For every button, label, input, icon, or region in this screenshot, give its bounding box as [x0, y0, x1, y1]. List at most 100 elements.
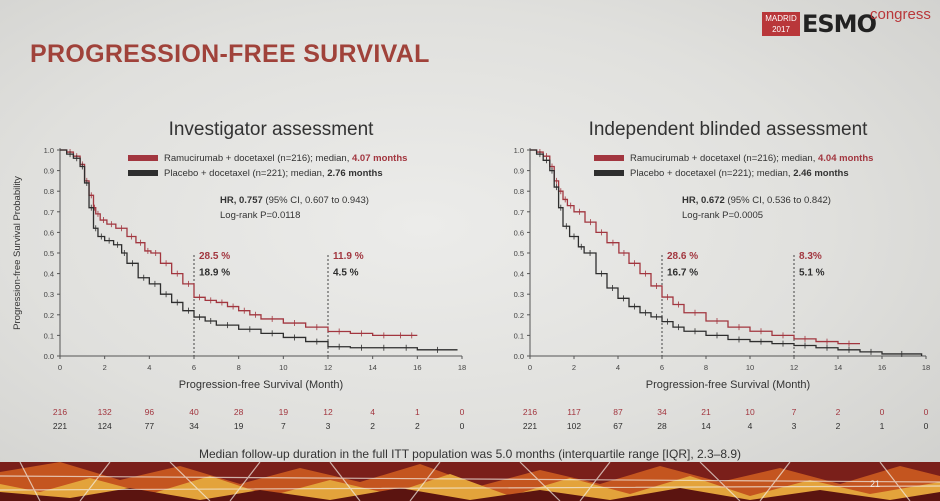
- risk-placebo: 7: [281, 421, 286, 431]
- risk-placebo: 34: [189, 421, 199, 431]
- x-tick-label: 18: [922, 363, 930, 372]
- chart-independent: Independent blinded assessment 0.0 0.1 0.2 0…: [514, 119, 931, 431]
- risk-ramucirumab: 12: [323, 407, 333, 417]
- legend-swatch: [594, 155, 624, 161]
- hr-ci: (95% CI, 0.536 to 0.842): [727, 195, 831, 206]
- hr-value: HR, 0.672: [682, 195, 727, 206]
- logo-year: 2017: [772, 25, 790, 34]
- y-tick-label: 0.1: [44, 331, 54, 340]
- y-tick-label: 0.9: [44, 167, 54, 176]
- x-tick-label: 6: [660, 363, 664, 372]
- x-tick-label: 2: [572, 363, 576, 372]
- risk-ramucirumab: 19: [279, 407, 289, 417]
- annotation-upper: 28.6 %: [667, 251, 698, 262]
- x-tick-label: 0: [528, 363, 532, 372]
- legend-entry: Placebo + docetaxel (n=221); median, 2.7…: [164, 168, 383, 179]
- legend-series-name: Ramucirumab + docetaxel (n=216); median,: [164, 153, 352, 164]
- slide-title: PROGRESSION-FREE SURVIVAL: [30, 40, 430, 68]
- y-axis-label: Progression-free Survival Probability: [12, 176, 23, 330]
- risk-placebo: 67: [613, 421, 623, 431]
- x-tick-label: 10: [746, 363, 754, 372]
- x-tick-label: 14: [834, 363, 842, 372]
- risk-placebo: 19: [234, 421, 244, 431]
- decorative-footer-map: [0, 462, 940, 501]
- y-tick-label: 0.3: [514, 290, 524, 299]
- km-curve-placebo: [60, 149, 458, 351]
- x-tick-label: 18: [458, 363, 466, 372]
- risk-placebo: 0: [924, 421, 929, 431]
- risk-ramucirumab: 132: [98, 407, 112, 417]
- legend-series-name: Placebo + docetaxel (n=221); median,: [630, 168, 793, 179]
- annotation-upper: 8.3%: [799, 251, 822, 262]
- risk-placebo: 2: [415, 421, 420, 431]
- risk-placebo: 3: [326, 421, 331, 431]
- x-tick-label: 2: [103, 363, 107, 372]
- hr-value: HR, 0.757: [220, 195, 265, 206]
- x-tick-label: 8: [704, 363, 708, 372]
- legend-median: 4.07 months: [352, 153, 407, 164]
- legend-entry: Placebo + docetaxel (n=221); median, 2.4…: [630, 168, 849, 179]
- footnote: Median follow-up duration in the full IT…: [198, 447, 742, 461]
- risk-ramucirumab: 0: [880, 407, 885, 417]
- risk-ramucirumab: 87: [613, 407, 623, 417]
- legend-median: 4.04 months: [818, 153, 873, 164]
- x-tick-label: 10: [279, 363, 287, 372]
- risk-placebo: 221: [53, 421, 67, 431]
- risk-ramucirumab: 28: [234, 407, 244, 417]
- legend-series-name: Ramucirumab + docetaxel (n=216); median,: [630, 153, 818, 164]
- x-tick-label: 16: [413, 363, 421, 372]
- risk-ramucirumab: 96: [145, 407, 155, 417]
- logo-madrid-badge: MADRID 2017: [762, 12, 800, 36]
- risk-placebo: 3: [792, 421, 797, 431]
- legend-entry: Ramucirumab + docetaxel (n=216); median,…: [164, 153, 407, 164]
- legend-entry: Ramucirumab + docetaxel (n=216); median,…: [630, 153, 873, 164]
- risk-placebo: 4: [748, 421, 753, 431]
- y-tick-label: 1.0: [44, 146, 54, 155]
- x-tick-label: 12: [790, 363, 798, 372]
- risk-ramucirumab: 1: [415, 407, 420, 417]
- annotation-upper: 28.5 %: [199, 251, 230, 262]
- y-tick-label: 0.8: [514, 187, 524, 196]
- km-curve-placebo: [530, 149, 923, 356]
- risk-ramucirumab: 40: [189, 407, 199, 417]
- x-tick-label: 4: [147, 363, 151, 372]
- risk-ramucirumab: 216: [523, 407, 537, 417]
- logrank-p: Log-rank P=0.0005: [682, 210, 763, 221]
- risk-ramucirumab: 21: [701, 407, 711, 417]
- y-tick-label: 0.9: [514, 167, 524, 176]
- risk-ramucirumab: 0: [460, 407, 465, 417]
- x-tick-label: 12: [324, 363, 332, 372]
- x-tick-label: 8: [237, 363, 241, 372]
- risk-ramucirumab: 7: [792, 407, 797, 417]
- annotation-upper: 11.9 %: [333, 251, 364, 262]
- y-tick-label: 0.8: [44, 187, 54, 196]
- risk-placebo: 221: [523, 421, 537, 431]
- y-tick-label: 0.5: [514, 249, 524, 258]
- x-tick-label: 14: [368, 363, 376, 372]
- risk-placebo: 2: [836, 421, 841, 431]
- hr-ci: (95% CI, 0.607 to 0.943): [265, 195, 369, 206]
- annotation-lower: 5.1 %: [799, 268, 825, 279]
- y-tick-label: 0.3: [44, 290, 54, 299]
- y-tick-label: 0.1: [514, 331, 524, 340]
- y-tick-label: 0.4: [514, 270, 524, 279]
- y-tick-label: 0.7: [44, 208, 54, 217]
- logrank-p: Log-rank P=0.0118: [220, 210, 300, 221]
- risk-placebo: 1: [880, 421, 885, 431]
- x-tick-label: 6: [192, 363, 196, 372]
- logo-brand: ESMO: [802, 10, 877, 38]
- x-tick-label: 0: [58, 363, 62, 372]
- hazard-ratio: HR, 0.757 (95% CI, 0.607 to 0.943): [220, 195, 369, 206]
- x-tick-label: 16: [878, 363, 886, 372]
- legend-median: 2.46 months: [793, 168, 848, 179]
- risk-placebo: 14: [701, 421, 711, 431]
- risk-ramucirumab: 0: [924, 407, 929, 417]
- risk-placebo: 2: [370, 421, 375, 431]
- charts-canvas: Investigator assessment 0.0 0.1 0.2 0.3 0.4 0.…: [12, 119, 931, 431]
- y-tick-label: 0.2: [44, 311, 54, 320]
- logo-suffix: congress: [870, 6, 931, 23]
- y-tick-label: 0.0: [44, 352, 54, 361]
- legend-series-name: Placebo + docetaxel (n=221); median,: [164, 168, 327, 179]
- logo-city: MADRID: [765, 14, 797, 23]
- y-tick-label: 0.0: [514, 352, 524, 361]
